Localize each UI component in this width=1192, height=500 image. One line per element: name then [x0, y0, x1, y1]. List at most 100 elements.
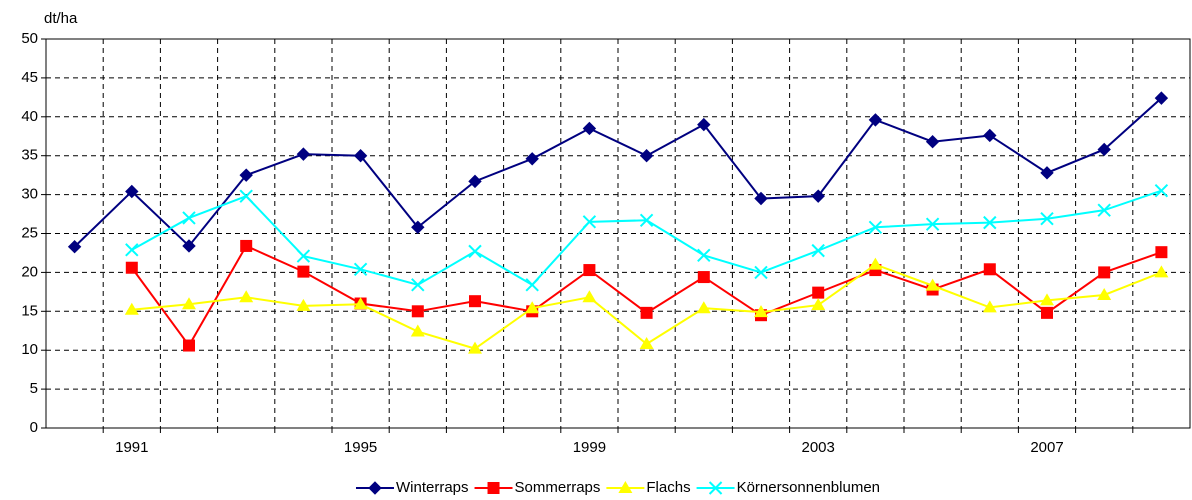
marker — [411, 220, 425, 234]
marker — [353, 262, 368, 276]
series-line — [131, 189, 1162, 287]
legend-marker — [368, 481, 382, 495]
marker — [296, 249, 311, 263]
y-tick-label: 45 — [21, 69, 38, 86]
marker — [754, 305, 768, 318]
legend-item: Körnersonnenblumen — [696, 479, 880, 496]
plot-frame — [45, 38, 1191, 429]
y-tick-label: 40 — [21, 108, 38, 125]
marker — [125, 243, 139, 257]
marker — [754, 265, 768, 280]
marker — [468, 341, 482, 354]
marker — [182, 239, 196, 253]
marker — [639, 148, 654, 163]
marker — [240, 239, 253, 252]
marker — [925, 217, 940, 231]
legend-marker — [708, 481, 723, 495]
marker — [67, 240, 82, 254]
marker — [469, 295, 481, 308]
marker — [1041, 306, 1053, 319]
marker — [239, 168, 253, 182]
marker — [868, 113, 883, 127]
marker — [811, 189, 825, 203]
legend-label: Körnersonnenblumen — [737, 479, 880, 496]
marker — [583, 264, 596, 277]
y-tick-label: 30 — [21, 186, 38, 203]
x-tick-label: 1991 — [115, 439, 148, 456]
series-line — [131, 263, 1162, 350]
marker — [868, 257, 883, 270]
marker — [525, 301, 540, 314]
marker — [639, 336, 654, 349]
marker — [811, 243, 825, 258]
marker — [410, 324, 425, 337]
y-tick-label: 25 — [21, 224, 38, 241]
x-tick-label: 1999 — [573, 439, 606, 456]
legend-marker — [618, 481, 633, 493]
marker — [697, 117, 711, 132]
marker — [525, 152, 539, 166]
marker — [582, 215, 597, 229]
marker — [124, 302, 139, 315]
x-tick-label: 2007 — [1030, 439, 1063, 456]
legend-item: Winterraps — [355, 479, 469, 496]
x-tick-label: 1995 — [344, 439, 377, 456]
marker — [411, 305, 424, 318]
marker — [239, 290, 254, 303]
marker — [868, 220, 883, 234]
legend-label: Winterraps — [396, 479, 469, 496]
marker — [1155, 246, 1168, 259]
marker — [296, 147, 311, 161]
legend-item: Sommerraps — [474, 479, 601, 496]
marker — [754, 191, 768, 206]
marker — [182, 211, 196, 225]
y-tick-label: 5 — [30, 380, 38, 397]
y-tick-label: 35 — [21, 147, 38, 164]
marker — [1040, 212, 1054, 226]
marker — [125, 261, 138, 274]
marker — [353, 297, 368, 310]
marker — [697, 271, 710, 284]
y-tick-label: 20 — [21, 263, 38, 280]
y-tick-label: 0 — [30, 419, 38, 436]
marker — [1154, 265, 1169, 278]
marker — [1097, 203, 1111, 217]
y-tick-label: 15 — [21, 302, 38, 319]
marker — [983, 263, 996, 276]
marker — [525, 278, 539, 292]
marker — [582, 121, 597, 136]
marker — [468, 174, 482, 189]
marker — [811, 298, 826, 311]
marker — [353, 148, 368, 163]
marker — [925, 134, 940, 149]
marker — [183, 339, 195, 352]
y-axis-label: dt/ha — [44, 10, 78, 27]
marker — [582, 290, 597, 303]
marker — [639, 213, 654, 227]
marker — [1097, 287, 1112, 300]
legend-marker — [487, 482, 500, 494]
x-tick-label: 2003 — [802, 439, 835, 456]
marker — [640, 306, 653, 319]
y-tick-label: 10 — [21, 341, 38, 358]
marker — [983, 128, 997, 143]
series-line — [130, 244, 1162, 348]
legend-label: Sommerraps — [515, 479, 601, 496]
marker — [1097, 142, 1111, 157]
marker — [1040, 166, 1054, 180]
marker — [982, 300, 997, 313]
marker — [983, 215, 997, 230]
marker — [925, 278, 940, 291]
y-tick-label: 50 — [21, 30, 38, 47]
marker — [697, 248, 711, 262]
marker — [297, 265, 310, 278]
series-line — [73, 97, 1163, 248]
marker — [1098, 266, 1111, 279]
marker — [125, 184, 139, 199]
marker — [182, 297, 196, 310]
marker — [812, 286, 825, 299]
legend-item: Flachs — [606, 479, 691, 496]
marker — [411, 278, 425, 292]
marker — [1040, 293, 1054, 306]
